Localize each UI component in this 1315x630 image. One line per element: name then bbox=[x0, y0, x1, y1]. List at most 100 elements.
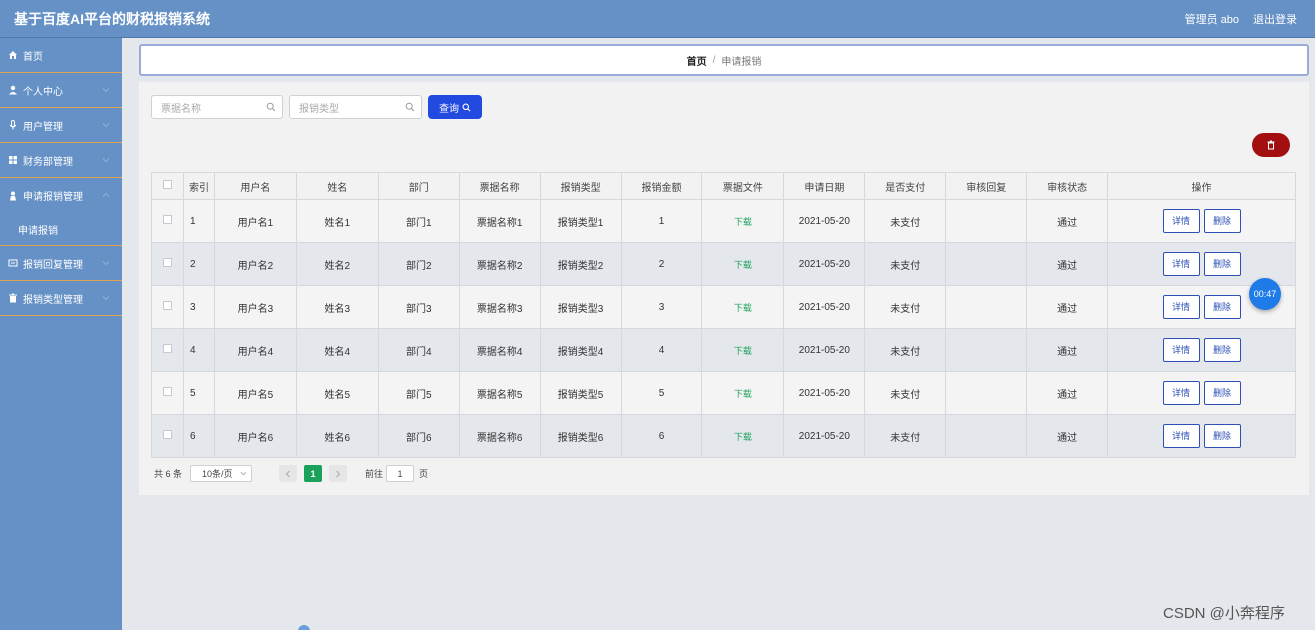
sidebar-item-reimbursement-management[interactable]: 申请报销管理 bbox=[0, 178, 122, 213]
cell-username: 用户名4 bbox=[213, 328, 297, 372]
actions-cell: 详情 删除 bbox=[1107, 414, 1296, 458]
reimbursement-type-search-input[interactable]: 报销类型 bbox=[289, 95, 422, 119]
cell-paid: 未支付 bbox=[864, 414, 947, 458]
logout-link[interactable]: 退出登录 bbox=[1253, 13, 1297, 26]
cell-username: 用户名5 bbox=[213, 371, 297, 415]
cell-paid: 未支付 bbox=[864, 285, 947, 329]
table-row: 1 用户名1 姓名1 部门1 票据名称1 报销类型1 1 下载 2021-05-20 未支付 通过详… bbox=[151, 199, 1296, 243]
cell-username: 用户名3 bbox=[213, 285, 297, 329]
mic-icon bbox=[9, 120, 17, 130]
admin-user-label[interactable]: 管理员 abo bbox=[1184, 13, 1239, 26]
select-all-header bbox=[151, 172, 184, 200]
sidebar-item-label: 报销类型管理 bbox=[23, 294, 83, 306]
trash-icon bbox=[1267, 140, 1275, 150]
detail-button[interactable]: 详情 bbox=[1162, 338, 1200, 362]
cell-name: 姓名5 bbox=[295, 371, 379, 415]
cell-reply bbox=[945, 414, 1028, 458]
goto-page-input[interactable]: 1 bbox=[386, 465, 415, 482]
prev-page-button[interactable] bbox=[279, 465, 298, 482]
cell-username: 用户名1 bbox=[213, 199, 297, 243]
delete-button[interactable]: 删除 bbox=[1203, 209, 1241, 233]
cell-paid: 未支付 bbox=[864, 328, 947, 372]
download-link[interactable]: 下载 bbox=[733, 302, 752, 313]
cell-bill: 票据名称3 bbox=[458, 285, 541, 329]
detail-button[interactable]: 详情 bbox=[1162, 295, 1200, 319]
row-checkbox[interactable] bbox=[162, 344, 172, 353]
cell-date: 2021-05-20 bbox=[783, 414, 866, 458]
sidebar-item-label: 个人中心 bbox=[23, 86, 63, 98]
column-header: 部门 bbox=[377, 172, 460, 200]
cell-paid: 未支付 bbox=[864, 371, 947, 415]
delete-button[interactable]: 删除 bbox=[1203, 252, 1241, 276]
sidebar-item-finance-management[interactable]: 财务部管理 bbox=[0, 143, 122, 178]
download-link[interactable]: 下载 bbox=[733, 431, 752, 442]
delete-button[interactable]: 删除 bbox=[1203, 381, 1241, 405]
cell-reply bbox=[945, 328, 1028, 372]
cell-bill: 票据名称2 bbox=[458, 242, 541, 286]
query-button-label: 查询 bbox=[439, 103, 459, 115]
cell-name: 姓名1 bbox=[295, 199, 379, 243]
download-link[interactable]: 下载 bbox=[733, 345, 752, 356]
cell-status: 通过 bbox=[1026, 328, 1109, 372]
cell-amount: 5 bbox=[620, 371, 703, 415]
floating-timer-badge[interactable]: 00:47 bbox=[1249, 278, 1281, 310]
detail-button[interactable]: 详情 bbox=[1162, 209, 1200, 233]
table-row: 6 用户名6 姓名6 部门6 票据名称6 报销类型6 6 下载 2021-05-20 未支付 通过详… bbox=[151, 414, 1296, 458]
row-checkbox[interactable] bbox=[162, 258, 172, 267]
chevron-down-icon bbox=[102, 158, 110, 163]
row-checkbox-cell bbox=[151, 371, 184, 415]
column-header: 申请日期 bbox=[783, 172, 866, 200]
sidebar-item-user-management[interactable]: 用户管理 bbox=[0, 108, 122, 143]
table-row: 3 用户名3 姓名3 部门3 票据名称3 报销类型3 3 下载 2021-05-20 未支付 通过详… bbox=[151, 285, 1296, 329]
column-header: 票据名称 bbox=[458, 172, 541, 200]
next-page-button[interactable] bbox=[329, 465, 348, 482]
row-checkbox[interactable] bbox=[162, 301, 172, 310]
file-cell: 下载 bbox=[701, 242, 785, 286]
delete-button[interactable]: 删除 bbox=[1203, 295, 1241, 319]
cell-idx: 5 bbox=[182, 371, 215, 415]
row-checkbox[interactable] bbox=[162, 387, 172, 396]
detail-button[interactable]: 详情 bbox=[1162, 252, 1200, 276]
sidebar-item-type-management[interactable]: 报销类型管理 bbox=[0, 281, 122, 316]
user-icon bbox=[9, 85, 17, 95]
column-header: 操作 bbox=[1107, 172, 1296, 200]
select-all-checkbox[interactable] bbox=[162, 180, 172, 189]
file-cell: 下载 bbox=[701, 371, 785, 415]
cell-type: 报销类型1 bbox=[539, 199, 622, 243]
download-link[interactable]: 下载 bbox=[733, 259, 752, 270]
sidebar-item-home[interactable]: 首页 bbox=[0, 38, 122, 73]
pagination: 共 6 条 10条/页 1 前往 1 页 bbox=[154, 465, 428, 482]
chevron-down-icon bbox=[102, 88, 110, 93]
column-header: 审核回复 bbox=[945, 172, 1028, 200]
sidebar-item-label: 财务部管理 bbox=[23, 156, 73, 168]
page-size-select[interactable]: 10条/页 bbox=[190, 465, 253, 482]
row-checkbox-cell bbox=[151, 242, 184, 286]
cell-dept: 部门4 bbox=[377, 328, 460, 372]
sidebar-item-personal-center[interactable]: 个人中心 bbox=[0, 73, 122, 108]
query-button[interactable]: 查询 bbox=[428, 95, 482, 119]
sidebar-item-label: 报销回复管理 bbox=[23, 259, 83, 271]
top-header: 基于百度AI平台的财税报销系统 管理员 abo 退出登录 bbox=[0, 0, 1315, 38]
batch-delete-button[interactable] bbox=[1252, 133, 1290, 157]
cell-paid: 未支付 bbox=[864, 199, 947, 243]
download-link[interactable]: 下载 bbox=[733, 216, 752, 227]
breadcrumb-home[interactable]: 首页 bbox=[686, 56, 707, 68]
chevron-down-icon bbox=[240, 471, 247, 476]
column-header: 报销类型 bbox=[539, 172, 622, 200]
row-checkbox[interactable] bbox=[162, 215, 172, 224]
download-link[interactable]: 下载 bbox=[733, 388, 752, 399]
column-header: 索引 bbox=[182, 172, 215, 200]
bill-name-search-input[interactable]: 票据名称 bbox=[151, 95, 283, 119]
column-header: 是否支付 bbox=[864, 172, 947, 200]
row-checkbox-cell bbox=[151, 328, 184, 372]
detail-button[interactable]: 详情 bbox=[1162, 424, 1200, 448]
delete-button[interactable]: 删除 bbox=[1203, 424, 1241, 448]
sidebar-item-reply-management[interactable]: 报销回复管理 bbox=[0, 246, 122, 281]
file-cell: 下载 bbox=[701, 199, 785, 243]
sidebar-subitem-apply-reimbursement[interactable]: 申请报销 bbox=[0, 213, 122, 246]
detail-button[interactable]: 详情 bbox=[1162, 381, 1200, 405]
page-number-button[interactable]: 1 bbox=[304, 465, 323, 482]
row-checkbox[interactable] bbox=[162, 430, 172, 439]
delete-button[interactable]: 删除 bbox=[1203, 338, 1241, 362]
column-header: 票据文件 bbox=[701, 172, 785, 200]
